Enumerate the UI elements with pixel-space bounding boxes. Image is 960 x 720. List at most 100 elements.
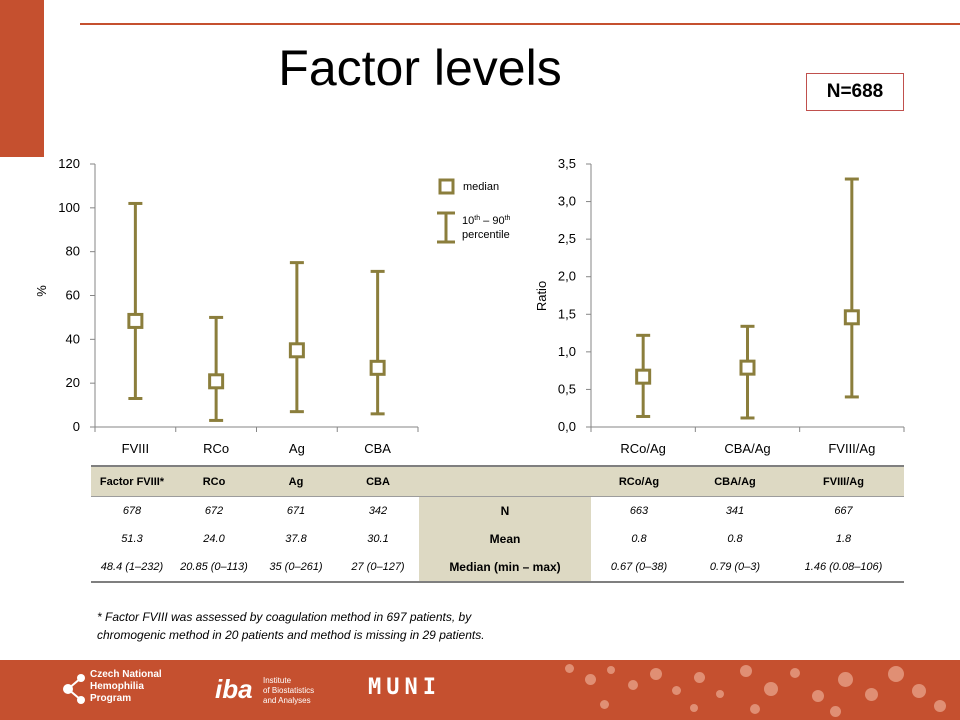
x-tick-label: RCo/Ag bbox=[620, 441, 666, 456]
table-header-row: Factor FVIII* RCo Ag CBA RCo/Ag CBA/Ag F… bbox=[91, 465, 904, 497]
decor-dot bbox=[865, 688, 878, 701]
iba-mark: iba bbox=[215, 674, 253, 704]
table-cell: 37.8 bbox=[285, 533, 307, 545]
iba-line: and Analyses bbox=[263, 696, 311, 705]
decor-dot bbox=[750, 704, 760, 714]
footnote-line: chromogenic method in 20 patients and me… bbox=[97, 628, 485, 642]
left-y-axis-label: % bbox=[34, 285, 49, 297]
decor-dot bbox=[790, 668, 800, 678]
table-cell: 24.0 bbox=[203, 533, 225, 545]
muni-logo: MUNI bbox=[368, 675, 441, 700]
decor-dot bbox=[934, 700, 946, 712]
y-tick-label: 40 bbox=[66, 331, 80, 346]
table-row-label: N bbox=[419, 496, 591, 525]
table-row: 51.3 24.0 37.8 30.1 Mean 0.8 0.8 1.8 bbox=[91, 525, 904, 553]
median-marker bbox=[127, 312, 144, 329]
table-header-cell: RCo/Ag bbox=[591, 465, 687, 497]
network-icon bbox=[63, 674, 85, 704]
table-row: 48.4 (1–232) 20.85 (0–113) 35 (0–261) 27… bbox=[91, 553, 904, 583]
iba-line: of Biostatistics bbox=[263, 686, 315, 695]
table-header-cell: Factor FVIII* bbox=[91, 465, 173, 497]
y-tick-label: 0 bbox=[73, 419, 80, 434]
median-marker bbox=[635, 368, 652, 385]
table-cell: 0.8 bbox=[727, 533, 743, 545]
table-header-cell: FVIII/Ag bbox=[783, 465, 904, 497]
y-tick-label: 1,0 bbox=[558, 344, 576, 359]
decor-dot bbox=[740, 665, 752, 677]
y-tick-label: 0,0 bbox=[558, 419, 576, 434]
sample-size-badge: N=688 bbox=[806, 73, 904, 111]
table-header-cell: CBA/Ag bbox=[687, 465, 783, 497]
table-cell: 342 bbox=[368, 505, 388, 517]
table-header-cell: RCo bbox=[173, 465, 255, 497]
table-cell: 51.3 bbox=[121, 533, 143, 545]
left-chart: 0 20 40 60 80 100 120 FVIII RCo Ag CBA % bbox=[34, 156, 419, 456]
table-row: 678 672 671 342 N 663 341 667 bbox=[91, 496, 904, 525]
cnhp-line: Hemophilia bbox=[90, 681, 144, 692]
decor-dot bbox=[838, 672, 853, 687]
decor-dot bbox=[565, 664, 574, 673]
table-cell: 1.46 (0.08–106) bbox=[783, 553, 904, 583]
y-tick-label: 0,5 bbox=[558, 381, 576, 396]
table-cell: 678 bbox=[122, 505, 142, 517]
median-marker bbox=[369, 359, 386, 376]
right-y-axis-label: Ratio bbox=[534, 281, 549, 311]
decor-dot bbox=[694, 672, 705, 683]
iba-line: Institute bbox=[263, 676, 292, 685]
decor-dot bbox=[600, 700, 609, 709]
table-cell: 20.85 (0–113) bbox=[173, 553, 255, 583]
summary-table: Factor FVIII* RCo Ag CBA RCo/Ag CBA/Ag F… bbox=[91, 465, 904, 583]
y-tick-label: 2,0 bbox=[558, 269, 576, 284]
decor-dot bbox=[690, 704, 698, 712]
table-cell: 0.67 (0–38) bbox=[591, 553, 687, 583]
x-tick-label: RCo bbox=[203, 441, 229, 456]
table-row-label: Mean bbox=[419, 525, 591, 553]
legend-median-marker bbox=[438, 178, 455, 195]
table-cell: 341 bbox=[725, 505, 745, 517]
decor-dot bbox=[607, 666, 615, 674]
table-cell: 671 bbox=[286, 505, 306, 517]
table-cell: 663 bbox=[629, 505, 649, 517]
x-tick-label: FVIII/Ag bbox=[828, 441, 875, 456]
y-tick-label: 120 bbox=[58, 156, 80, 171]
median-marker bbox=[739, 359, 756, 376]
decor-dot bbox=[650, 668, 662, 680]
legend: median 10th – 90th percentile bbox=[437, 178, 511, 244]
table-header-cell: Ag bbox=[255, 465, 337, 497]
right-chart: 0,0 0,5 1,0 1,5 2,0 2,5 3,0 3,5 RCo/Ag CBA/Ag FVI… bbox=[534, 156, 905, 456]
slide-title: Factor levels bbox=[278, 40, 562, 96]
median-marker bbox=[208, 373, 225, 390]
y-tick-label: 3,0 bbox=[558, 194, 576, 209]
table-cell: 35 (0–261) bbox=[255, 553, 337, 583]
decor-dot bbox=[912, 684, 926, 698]
footer-bar: Czech National Hemophilia Program iba In… bbox=[0, 660, 960, 720]
x-tick-label: CBA/Ag bbox=[724, 441, 770, 456]
table-cell: 27 (0–127) bbox=[337, 553, 419, 583]
decor-dot bbox=[764, 682, 778, 696]
decor-dot bbox=[672, 686, 681, 695]
legend-percentile-label-line2: percentile bbox=[462, 229, 510, 241]
corner-accent bbox=[0, 0, 44, 157]
y-tick-label: 80 bbox=[66, 244, 80, 259]
table-cell: 30.1 bbox=[367, 533, 389, 545]
table-cell: 0.79 (0–3) bbox=[687, 553, 783, 583]
y-tick-label: 60 bbox=[66, 288, 80, 303]
table-row-label: Median (min – max) bbox=[419, 553, 591, 583]
table-cell: 1.8 bbox=[835, 533, 852, 545]
table-cell: 48.4 (1–232) bbox=[91, 553, 173, 583]
median-marker bbox=[843, 309, 860, 326]
cnhp-line: Program bbox=[90, 693, 132, 704]
median-marker bbox=[288, 342, 305, 359]
legend-percentile-label: 10th – 90th bbox=[462, 215, 511, 227]
table-cell: 667 bbox=[834, 505, 853, 517]
cnhp-line: Czech National bbox=[90, 669, 162, 680]
decor-dot bbox=[812, 690, 824, 702]
x-tick-label: FVIII bbox=[122, 441, 149, 456]
table-header-cell: CBA bbox=[337, 465, 419, 497]
decor-dot bbox=[628, 680, 638, 690]
legend-median-label: median bbox=[463, 181, 499, 193]
y-tick-label: 20 bbox=[66, 375, 80, 390]
table-header-spacer bbox=[419, 465, 591, 497]
y-tick-label: 2,5 bbox=[558, 231, 576, 246]
table-cell: 672 bbox=[204, 505, 224, 517]
